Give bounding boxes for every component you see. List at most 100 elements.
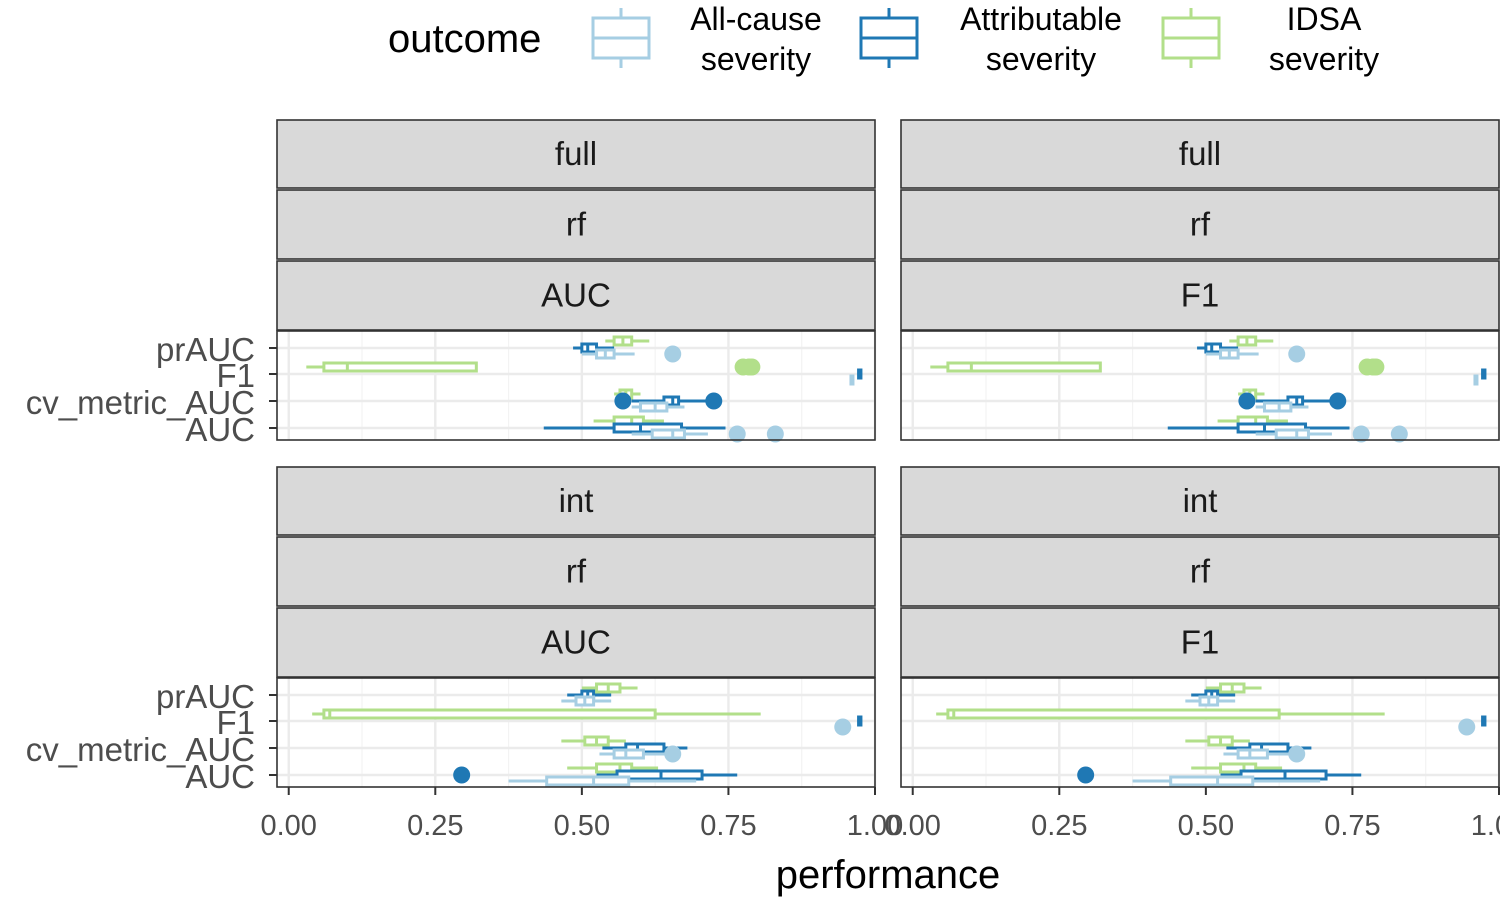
outlier-point [1288,745,1306,763]
panel-border [276,677,876,788]
legend-label-allcause-line1: All-cause [690,1,822,37]
box-iqr [1274,428,1310,440]
strip-label: F1 [1181,624,1220,661]
x-tick-label: 0.50 [1178,810,1234,842]
y-tick-label: F1 [216,704,255,741]
x-tick-label: 0.50 [554,810,610,842]
strip-label: rf [566,206,587,243]
strip-label: rf [566,553,587,590]
box-prAUC-idsa [1229,335,1274,347]
outlier-point [743,358,761,376]
box-prAUC-idsa [605,335,650,347]
outlier-point [664,345,682,363]
box-iqr [1236,748,1269,760]
box-F1-idsa [312,708,761,720]
box-prAUC-allcause [561,695,612,707]
outlier-point [614,392,632,410]
y-tick-label: cv_metric_AUC [26,384,255,421]
box-AUC-attrib [453,766,738,784]
box-F1-attrib [1481,368,1487,380]
panel-border [276,330,876,441]
outlier-point [728,425,746,443]
box-F1-attrib [1481,715,1487,727]
x-tick-label: 1.00 [847,810,903,842]
strip-label: AUC [541,277,611,314]
legend-label-attrib-line1: Attributable [960,1,1122,37]
box-iqr [650,428,686,440]
strip-label: full [1179,135,1221,172]
outlier-point [1390,425,1408,443]
outlier-point [1238,392,1256,410]
box-F1-allcause [1473,374,1479,386]
box-F1-idsa [930,358,1385,376]
box-iqr [612,748,645,760]
legend: outcome All-cause severity Attributable sev… [388,1,1379,77]
strip-bg-2-2 [900,189,1500,260]
x-tick-label: 0.00 [260,810,316,842]
box-cv_metric_AUC-allcause [631,401,685,413]
box-F1-attrib [857,715,863,727]
outlier-point [1288,345,1306,363]
box-iqr [322,361,478,373]
legend-label-idsa-line1: IDSA [1287,1,1362,37]
strip-label: AUC [541,624,611,661]
legend-entry-allcause: All-cause severity [591,1,822,77]
box-prAUC-idsa [1205,682,1262,694]
box-AUC-allcause [631,425,784,443]
box-F1-idsa [936,708,1385,720]
strip-bg-4-1 [900,466,1500,536]
outlier-point [664,745,682,763]
strip-bg-1-3 [276,260,876,331]
y-tick-label: prAUC [156,331,255,368]
y-tick-label: AUC [185,411,255,448]
x-tick-label: 1.00 [1471,810,1500,842]
box-AUC-attrib [1167,422,1350,434]
box-cv_metric_AUC-idsa [1185,735,1250,747]
box-F1-allcause [1458,718,1476,736]
box-cv_metric_AUC-allcause [599,745,682,763]
box-prAUC-allcause [581,345,682,363]
strip-bg-1-1 [276,119,876,189]
legend-key-idsa [1161,8,1221,68]
box-AUC-allcause [1255,425,1408,443]
strip-bg-3-1 [276,466,876,536]
legend-title: outcome [388,17,541,61]
strip-bg-3-2 [276,536,876,607]
legend-key-allcause [591,8,651,68]
strip-label: F1 [1181,277,1220,314]
legend-label-allcause-line2: severity [701,41,811,77]
strip-bg-4-3 [900,607,1500,678]
strip-label: full [555,135,597,172]
box-AUC-allcause [508,775,697,787]
box-iqr [545,775,631,787]
box-prAUC-attrib [573,342,615,354]
box-F1-allcause [849,374,855,386]
box-cv_metric_AUC-allcause [1223,745,1306,763]
x-tick-label: 0.75 [1324,810,1380,842]
box-cv_metric_AUC-attrib [614,392,723,410]
legend-entry-attrib: Attributable severity [859,1,1122,77]
box-iqr [322,708,657,720]
y-tick-label: AUC [185,758,255,795]
outlier-point [1352,425,1370,443]
legend-label-attrib-line2: severity [986,41,1096,77]
y-tick-label: cv_metric_AUC [26,731,255,768]
panel-4: int rf F1 0.00 0.25 0.50 0.75 1.00 [884,466,1500,842]
outlier-point [1458,718,1476,736]
outlier-point [834,718,852,736]
strip-label: rf [1190,553,1211,590]
box-cv_metric_AUC-idsa [561,735,626,747]
box-F1-idsa [306,358,761,376]
outlier-point [1367,358,1385,376]
outlier-point [1329,392,1347,410]
x-tick-label: 0.25 [1031,810,1087,842]
strip-bg-1-2 [276,189,876,260]
box-F1-allcause [834,718,852,736]
x-axis-title: performance [776,853,1001,897]
box-AUC-attrib [543,422,726,434]
strip-label: int [1183,482,1218,519]
box-prAUC-allcause [1185,695,1236,707]
